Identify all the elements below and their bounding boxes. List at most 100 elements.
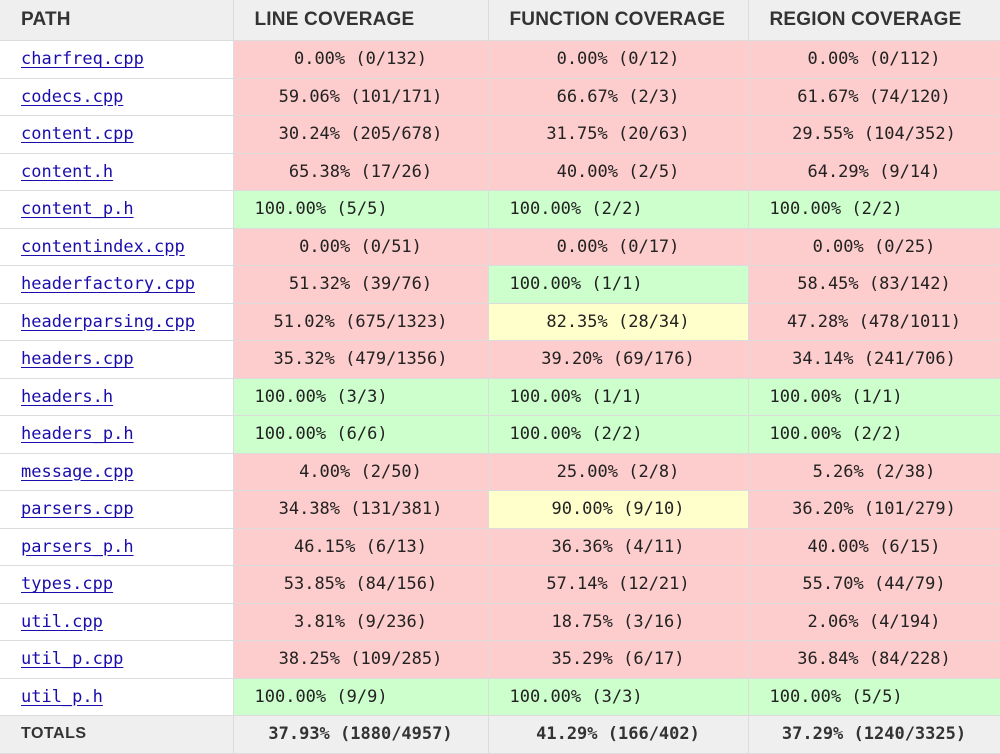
- table-row: headerparsing.cpp 51.02% (675/1323) 82.35%…: [0, 303, 1000, 341]
- function-coverage-cell: 57.14% (12/21): [488, 565, 749, 604]
- file-path-cell: codecs.cpp: [0, 78, 234, 116]
- file-link[interactable]: util_p.h: [21, 686, 103, 707]
- file-link[interactable]: types.cpp: [21, 574, 114, 595]
- table-row: headers.cpp 35.32% (479/1356) 39.20% (69/1…: [0, 340, 1000, 379]
- region-coverage-cell: 100.00% (2/2): [748, 190, 1000, 229]
- function-coverage-cell: 0.00% (0/17): [488, 228, 749, 266]
- file-path-cell: headerparsing.cpp: [0, 303, 234, 341]
- table-row: headers_p.h 100.00% (6/6) 100.00% (2/2) 100…: [0, 415, 1000, 454]
- table-row: charfreq.cpp 0.00% (0/132) 0.00% (0/12) 0.0…: [0, 40, 1000, 79]
- region-coverage-cell: 100.00% (5/5): [748, 678, 1000, 716]
- region-coverage-cell: 100.00% (1/1): [748, 378, 1000, 416]
- function-coverage-cell: 100.00% (3/3): [488, 678, 749, 716]
- totals-function-coverage: 41.29% (166/402): [488, 715, 749, 754]
- region-coverage-cell: 5.26% (2/38): [748, 453, 1000, 491]
- function-coverage-cell: 66.67% (2/3): [488, 78, 749, 116]
- line-coverage-cell: 38.25% (109/285): [233, 640, 489, 679]
- table-row: content.h 65.38% (17/26) 40.00% (2/5) 64.29…: [0, 153, 1000, 191]
- file-path-cell: headers_p.h: [0, 415, 234, 454]
- table-row: util_p.h 100.00% (9/9) 100.00% (3/3) 100.00…: [0, 678, 1000, 716]
- region-coverage-cell: 40.00% (6/15): [748, 528, 1000, 566]
- line-coverage-cell: 59.06% (101/171): [233, 78, 489, 116]
- totals-line-coverage: 37.93% (1880/4957): [233, 715, 489, 754]
- region-coverage-cell: 0.00% (0/25): [748, 228, 1000, 266]
- region-coverage-cell: 2.06% (4/194): [748, 603, 1000, 641]
- file-link[interactable]: util_p.cpp: [21, 649, 124, 670]
- function-coverage-cell: 90.00% (9/10): [488, 490, 749, 529]
- totals-label: TOTALS: [0, 715, 234, 754]
- line-coverage-cell: 100.00% (5/5): [233, 190, 489, 229]
- file-path-cell: headerfactory.cpp: [0, 265, 234, 304]
- table-row: content_p.h 100.00% (5/5) 100.00% (2/2) 100…: [0, 190, 1000, 229]
- region-coverage-cell: 61.67% (74/120): [748, 78, 1000, 116]
- table-row: util.cpp 3.81% (9/236) 18.75% (3/16) 2.06% …: [0, 603, 1000, 641]
- table-row: contentindex.cpp 0.00% (0/51) 0.00% (0/17)…: [0, 228, 1000, 266]
- region-coverage-cell: 36.84% (84/228): [748, 640, 1000, 679]
- file-link[interactable]: headers.cpp: [21, 349, 134, 370]
- line-coverage-cell: 35.32% (479/1356): [233, 340, 489, 379]
- column-header-function-coverage: FUNCTION COVERAGE: [488, 0, 749, 41]
- line-coverage-cell: 53.85% (84/156): [233, 565, 489, 604]
- file-link[interactable]: util.cpp: [21, 611, 103, 632]
- region-coverage-cell: 34.14% (241/706): [748, 340, 1000, 379]
- file-link[interactable]: headers.h: [21, 386, 114, 407]
- function-coverage-cell: 0.00% (0/12): [488, 40, 749, 79]
- line-coverage-cell: 0.00% (0/132): [233, 40, 489, 79]
- table-row: parsers.cpp 34.38% (131/381) 90.00% (9/10)…: [0, 490, 1000, 529]
- line-coverage-cell: 51.02% (675/1323): [233, 303, 489, 341]
- line-coverage-cell: 100.00% (9/9): [233, 678, 489, 716]
- file-path-cell: content.h: [0, 153, 234, 191]
- function-coverage-cell: 25.00% (2/8): [488, 453, 749, 491]
- region-coverage-cell: 29.55% (104/352): [748, 115, 1000, 154]
- function-coverage-cell: 18.75% (3/16): [488, 603, 749, 641]
- function-coverage-cell: 35.29% (6/17): [488, 640, 749, 679]
- region-coverage-cell: 58.45% (83/142): [748, 265, 1000, 304]
- region-coverage-cell: 100.00% (2/2): [748, 415, 1000, 454]
- function-coverage-cell: 100.00% (2/2): [488, 415, 749, 454]
- region-coverage-cell: 64.29% (9/14): [748, 153, 1000, 191]
- file-path-cell: parsers.cpp: [0, 490, 234, 529]
- table-row: types.cpp 53.85% (84/156) 57.14% (12/21) 55…: [0, 565, 1000, 604]
- file-link[interactable]: codecs.cpp: [21, 86, 124, 107]
- file-path-cell: charfreq.cpp: [0, 40, 234, 79]
- file-link[interactable]: headerparsing.cpp: [21, 311, 195, 332]
- line-coverage-cell: 30.24% (205/678): [233, 115, 489, 154]
- file-path-cell: content.cpp: [0, 115, 234, 154]
- table-row: util_p.cpp 38.25% (109/285) 35.29% (6/17) 3…: [0, 640, 1000, 679]
- function-coverage-cell: 40.00% (2/5): [488, 153, 749, 191]
- column-header-path: PATH: [0, 0, 234, 41]
- file-link[interactable]: parsers_p.h: [21, 536, 134, 557]
- file-link[interactable]: parsers.cpp: [21, 499, 134, 520]
- line-coverage-cell: 100.00% (6/6): [233, 415, 489, 454]
- region-coverage-cell: 36.20% (101/279): [748, 490, 1000, 529]
- table-row: parsers_p.h 46.15% (6/13) 36.36% (4/11) 40.…: [0, 528, 1000, 566]
- file-path-cell: message.cpp: [0, 453, 234, 491]
- file-path-cell: util.cpp: [0, 603, 234, 641]
- function-coverage-cell: 100.00% (2/2): [488, 190, 749, 229]
- totals-row: TOTALS 37.93% (1880/4957) 41.29% (166/40…: [0, 715, 1000, 754]
- line-coverage-cell: 3.81% (9/236): [233, 603, 489, 641]
- region-coverage-cell: 47.28% (478/1011): [748, 303, 1000, 341]
- function-coverage-cell: 82.35% (28/34): [488, 303, 749, 341]
- table-row: message.cpp 4.00% (2/50) 25.00% (2/8) 5.26%…: [0, 453, 1000, 491]
- file-link[interactable]: headerfactory.cpp: [21, 274, 195, 295]
- file-link[interactable]: content_p.h: [21, 199, 134, 220]
- file-link[interactable]: headers_p.h: [21, 424, 134, 445]
- file-link[interactable]: content.cpp: [21, 124, 134, 145]
- file-link[interactable]: contentindex.cpp: [21, 236, 185, 257]
- line-coverage-cell: 34.38% (131/381): [233, 490, 489, 529]
- file-path-cell: util_p.h: [0, 678, 234, 716]
- file-path-cell: content_p.h: [0, 190, 234, 229]
- function-coverage-cell: 100.00% (1/1): [488, 378, 749, 416]
- line-coverage-cell: 65.38% (17/26): [233, 153, 489, 191]
- line-coverage-cell: 46.15% (6/13): [233, 528, 489, 566]
- column-header-region-coverage: REGION COVERAGE: [748, 0, 1000, 41]
- file-path-cell: contentindex.cpp: [0, 228, 234, 266]
- file-path-cell: types.cpp: [0, 565, 234, 604]
- file-path-cell: headers.cpp: [0, 340, 234, 379]
- file-link[interactable]: charfreq.cpp: [21, 49, 144, 70]
- region-coverage-cell: 0.00% (0/112): [748, 40, 1000, 79]
- file-link[interactable]: message.cpp: [21, 461, 134, 482]
- function-coverage-cell: 31.75% (20/63): [488, 115, 749, 154]
- file-link[interactable]: content.h: [21, 161, 114, 182]
